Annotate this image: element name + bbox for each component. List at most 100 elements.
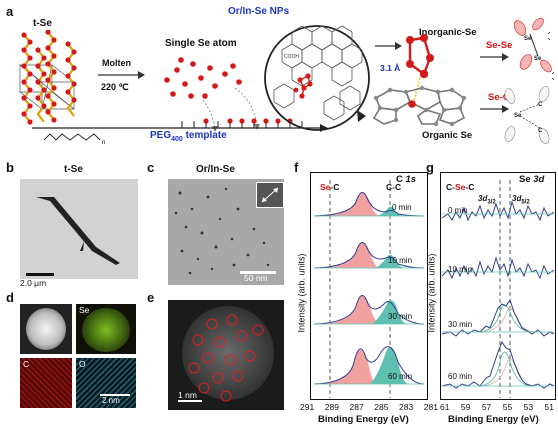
peg-template-label: PEG400 template	[150, 130, 227, 143]
haadf-atomic-image: 1 nm	[168, 300, 284, 410]
se-se-arrow	[480, 53, 509, 61]
svg-text:C: C	[538, 128, 543, 134]
g-xtick: 51	[544, 402, 554, 412]
se-map-image: Se	[76, 304, 136, 354]
scale-b-label: 2.0 μm	[20, 278, 47, 288]
svg-text:n: n	[102, 140, 105, 146]
organic-se-label: Organic Se	[422, 130, 473, 141]
f-title-main: C	[396, 174, 403, 185]
molten-label: Molten	[102, 58, 131, 68]
nps-label: Or/In-Se NPs	[228, 6, 290, 17]
g-3d52-sub: 5/2	[521, 199, 530, 206]
temperature-label: 220 ℃	[101, 82, 129, 92]
se-se-label: Se-Se	[486, 40, 513, 51]
f-xlabel: Binding Energy (eV)	[318, 414, 409, 425]
panel-label-c: c	[147, 160, 155, 175]
g-time-60: 60 min	[448, 372, 473, 381]
c-map-label: C	[23, 359, 30, 369]
peg-subscript: 400	[171, 136, 183, 143]
inorganic-se-label: Inorganic-Se	[419, 27, 477, 38]
f-xticks: 291 289 287 285 283 281	[300, 402, 438, 412]
g-title-main: Se	[519, 174, 531, 185]
o-map-image: O 2 nm	[76, 358, 136, 408]
molten-arrow	[98, 71, 145, 79]
f-title: C 1s	[396, 174, 416, 185]
svg-text:C: C	[538, 102, 543, 108]
panel-label-d: d	[6, 290, 14, 305]
nps-structure-illustration: COOH	[264, 25, 370, 131]
inorganic-organic-se-illustration	[372, 34, 467, 127]
g-time-30: 30 min	[448, 320, 473, 329]
f-xtick: 281	[423, 402, 438, 412]
scale-e-label: 1 nm	[178, 390, 197, 400]
panel-label-g: g	[426, 160, 434, 175]
g-peak-c-se-c: C-Se-C	[446, 182, 474, 192]
g-time-10: 10 min	[448, 265, 473, 274]
g-peak-c2: -C	[465, 182, 475, 192]
haadf-image	[20, 304, 72, 354]
g-xps-spectra	[441, 180, 555, 398]
g-3d32-sub: 3/2	[487, 199, 496, 206]
g-3d52-label: 3d5/2	[512, 194, 530, 206]
svg-text:Se: Se	[524, 36, 532, 42]
se-c-arrow	[480, 105, 509, 113]
or-in-se-tem-image: 50 nm	[168, 179, 284, 285]
svg-text:COOH: COOH	[284, 54, 299, 60]
scalebar-d	[100, 394, 130, 396]
se-c-label: Se-C	[488, 92, 510, 103]
svg-text:Se: Se	[514, 113, 522, 119]
f-title-orbital: 1s	[405, 174, 417, 185]
peg-template-timeline	[32, 118, 328, 132]
t-se-tem-image	[20, 179, 138, 279]
c-map-image: C	[20, 358, 72, 408]
f-peak-se: Se	[320, 182, 331, 192]
f-peak-c: -C	[330, 182, 340, 192]
se-se-orbital-illustration: Se Se	[513, 17, 555, 81]
t-se-crystal-illustration	[18, 30, 77, 125]
panel-b-title: t-Se	[64, 164, 83, 175]
scalebar-c	[240, 271, 276, 274]
g-title-orbital: 3d	[533, 174, 545, 185]
f-xtick: 291	[300, 402, 315, 412]
g-3d52-main: 3d	[512, 194, 522, 203]
f-plot-frame	[310, 172, 428, 400]
scalebar-e	[178, 400, 202, 402]
g-plot-frame	[440, 172, 556, 400]
zoom-arrow	[375, 42, 402, 50]
se-c-orbital-illustration: Se C C	[504, 86, 550, 144]
g-peak-se: Se	[454, 182, 466, 192]
scale-c-label: 50 nm	[244, 273, 268, 283]
peg-label: PEG	[150, 130, 172, 141]
g-peak-c1: C-	[446, 182, 455, 192]
scale-d-label: 2 nm	[102, 396, 120, 405]
g-xtick: 57	[481, 402, 492, 412]
f-peak-c-c: C-C	[386, 182, 402, 192]
f-ylabel: Intensity (arb. units)	[296, 253, 307, 333]
f-xps-spectra	[313, 180, 425, 398]
panel-label-a: a	[6, 4, 14, 19]
f-peak-se-c: Se-C	[320, 182, 339, 192]
panel-label-f: f	[294, 160, 299, 175]
f-time-60: 60 min	[388, 372, 413, 381]
g-xtick: 61	[440, 402, 450, 412]
f-xtick: 283	[399, 402, 414, 412]
g-xlabel: Binding Energy (eV)	[448, 414, 539, 425]
svg-text:Se: Se	[534, 56, 542, 62]
inset-zoom	[256, 182, 284, 208]
g-xtick: 59	[460, 402, 471, 412]
f-xtick: 287	[349, 402, 364, 412]
g-xticks: 61 59 57 55 53 51	[440, 402, 554, 412]
g-3d32-label: 3d3/2	[478, 194, 496, 206]
g-title: Se 3d	[519, 174, 544, 185]
g-3d32-main: 3d	[478, 194, 488, 203]
panel-label-e: e	[147, 290, 155, 305]
g-ylabel: Intensity (arb. units)	[426, 253, 437, 333]
single-se-atom-label: Single Se atom	[165, 38, 237, 49]
f-xtick: 289	[324, 402, 339, 412]
peg-formula-icon: n	[43, 133, 105, 146]
se-map-label: Se	[79, 305, 90, 315]
g-xtick: 53	[523, 402, 534, 412]
f-time-0: 0 min	[392, 203, 412, 212]
o-map-label: O	[79, 359, 86, 369]
f-time-10: 10 min	[388, 256, 413, 265]
